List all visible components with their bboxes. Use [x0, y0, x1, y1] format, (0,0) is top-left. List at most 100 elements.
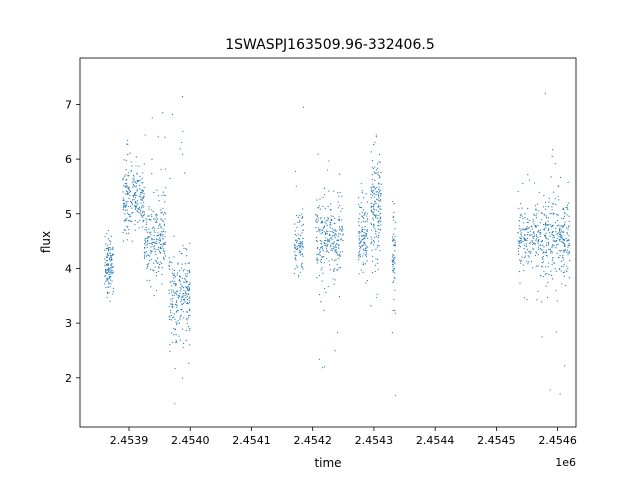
data-point — [188, 271, 190, 273]
data-point — [556, 220, 559, 222]
data-point — [380, 192, 382, 195]
data-point — [539, 222, 541, 224]
data-point — [175, 323, 178, 325]
data-point — [334, 234, 336, 236]
data-point — [524, 239, 526, 241]
data-point — [568, 250, 570, 253]
data-point — [537, 240, 539, 242]
data-point — [375, 248, 377, 250]
data-point — [364, 226, 366, 228]
data-point — [181, 96, 184, 98]
data-point — [338, 295, 341, 298]
data-point — [334, 268, 336, 270]
data-point — [144, 134, 146, 136]
data-point — [172, 277, 175, 279]
data-point — [375, 258, 377, 260]
data-point — [392, 254, 394, 256]
data-point — [183, 247, 185, 249]
data-point — [143, 256, 146, 258]
data-point — [372, 260, 374, 262]
data-point — [394, 394, 396, 396]
data-point — [522, 240, 524, 242]
data-point — [528, 179, 531, 181]
data-point — [301, 244, 303, 246]
data-point — [327, 239, 329, 242]
data-point — [157, 249, 159, 251]
data-point — [294, 247, 296, 249]
data-point — [135, 185, 138, 187]
data-point — [302, 246, 304, 248]
data-point — [108, 292, 110, 294]
data-point — [105, 280, 107, 282]
data-point — [337, 235, 339, 237]
data-point — [135, 156, 137, 158]
data-point — [111, 280, 113, 282]
data-point — [151, 158, 153, 160]
data-point — [158, 200, 160, 202]
data-point — [364, 247, 366, 249]
data-point — [139, 188, 141, 190]
data-point — [184, 172, 186, 174]
data-point — [300, 265, 303, 267]
data-point — [170, 315, 173, 317]
data-point — [545, 254, 547, 257]
data-point — [126, 184, 128, 186]
data-point — [157, 257, 159, 259]
data-point — [178, 322, 181, 324]
data-point — [362, 271, 364, 273]
data-point — [373, 203, 376, 205]
data-point — [337, 254, 339, 256]
data-point — [530, 251, 532, 253]
data-point — [567, 246, 569, 248]
data-point — [359, 231, 361, 233]
data-point — [134, 208, 136, 210]
data-point — [323, 309, 325, 311]
data-point — [293, 272, 295, 275]
data-point — [335, 234, 337, 236]
data-point — [535, 217, 538, 219]
data-point — [545, 244, 548, 246]
data-point — [377, 235, 380, 237]
data-point — [558, 199, 560, 201]
data-point — [371, 272, 374, 274]
data-point — [362, 220, 365, 222]
data-point — [371, 178, 373, 181]
data-point — [139, 208, 141, 210]
data-point — [181, 377, 184, 379]
data-point — [131, 207, 133, 209]
data-point — [327, 238, 329, 240]
data-point — [559, 268, 561, 270]
data-point — [315, 237, 318, 239]
data-point — [144, 252, 146, 254]
data-point — [171, 300, 173, 303]
data-point — [538, 210, 540, 212]
data-point — [370, 193, 372, 195]
data-point — [168, 268, 171, 270]
data-point — [150, 252, 152, 254]
data-point — [127, 201, 129, 203]
x-tick-label: 2.4542 — [293, 434, 332, 447]
data-point — [370, 151, 372, 153]
data-point — [131, 240, 133, 242]
data-point — [326, 224, 328, 226]
data-point — [299, 247, 301, 249]
data-point — [526, 239, 528, 242]
data-point — [163, 242, 166, 244]
data-point — [186, 322, 188, 324]
data-point — [363, 241, 365, 244]
data-point — [338, 173, 340, 175]
data-point — [138, 206, 141, 209]
data-point — [163, 257, 165, 259]
data-point — [544, 214, 546, 216]
data-point — [128, 186, 130, 188]
data-point — [171, 294, 173, 296]
data-point — [141, 197, 143, 199]
data-point — [146, 266, 149, 268]
data-point — [530, 261, 533, 263]
data-point — [330, 219, 332, 221]
data-point — [360, 242, 362, 244]
data-point — [363, 237, 365, 239]
data-point — [141, 207, 143, 209]
